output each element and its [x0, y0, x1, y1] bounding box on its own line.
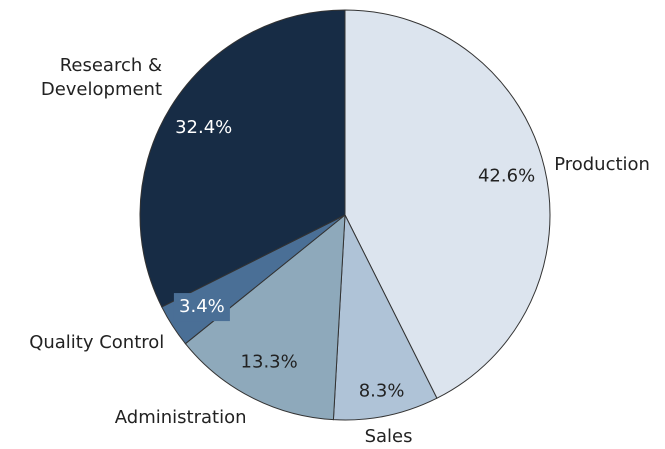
value-label: 42.6% [478, 166, 535, 187]
category-label: Sales [364, 426, 413, 447]
pie-slice [344, 9, 551, 399]
category-label: Administration [114, 407, 247, 429]
category-label: Research & Development [40, 55, 163, 101]
pie-slice [184, 213, 346, 421]
value-label: 8.3% [359, 381, 405, 402]
pie-slice [332, 213, 438, 421]
value-label: 3.4% [179, 296, 225, 317]
pie-slice [139, 9, 346, 308]
value-label-bg [173, 293, 230, 322]
category-label: Production [554, 154, 650, 176]
value-label: 13.3% [241, 352, 298, 373]
value-label: 32.4% [175, 117, 232, 138]
category-label: Quality Control [29, 332, 165, 354]
